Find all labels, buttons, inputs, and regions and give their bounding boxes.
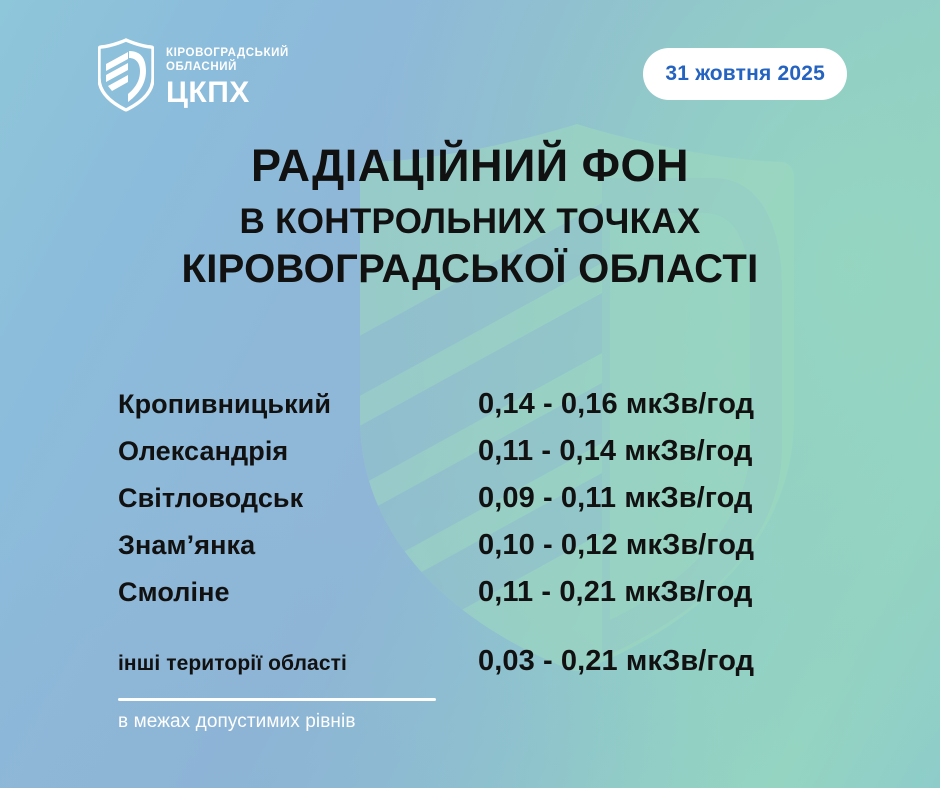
measurement-place: Кропивницький <box>118 389 332 419</box>
title-line-1: РАДІАЦІЙНИЙ ФОН <box>250 140 690 191</box>
measurement-value: 0,10 - 0,12 мкЗв/год <box>478 529 755 561</box>
logo-wordmark: КІРОВОГРАДСЬКИЙ ОБЛАСНИЙ ЦКПХ <box>166 38 289 108</box>
measurement-value-other: 0,03 - 0,21 мкЗв/год <box>478 645 755 677</box>
measurement-row: Кропивницький 0,14 - 0,16 мкЗв/год <box>118 388 878 435</box>
date-badge-label: 31 жовтня 2025 <box>665 62 825 85</box>
measurement-place-other: інші території області <box>118 652 347 675</box>
shield-logo-icon <box>98 38 154 112</box>
logo-subtitle: КІРОВОГРАДСЬКИЙ ОБЛАСНИЙ <box>166 47 289 74</box>
measurement-value: 0,14 - 0,16 мкЗв/год <box>478 388 755 420</box>
date-badge: 31 жовтня 2025 <box>643 48 847 100</box>
footnote: в межах допустимих рівнів <box>118 698 448 733</box>
measurement-place: Світловодськ <box>118 483 304 513</box>
measurement-place: Смоліне <box>118 577 230 607</box>
page-title: РАДІАЦІЙНИЙ ФОН В КОНТРОЛЬНИХ ТОЧКАХ КІР… <box>0 140 940 292</box>
title-line-3: КІРОВОГРАДСЬКОЇ ОБЛАСТІ <box>181 247 759 292</box>
measurement-value: 0,11 - 0,21 мкЗв/год <box>478 576 753 608</box>
measurement-row: Світловодськ 0,09 - 0,11 мкЗв/год <box>118 482 878 529</box>
measurement-row: Олександрія 0,11 - 0,14 мкЗв/год <box>118 435 878 482</box>
title-line-2: В КОНТРОЛЬНИХ ТОЧКАХ <box>239 201 701 241</box>
measurement-place: Олександрія <box>118 436 289 466</box>
measurement-row: Знам’янка 0,10 - 0,12 мкЗв/год <box>118 529 878 576</box>
logo-title: ЦКПХ <box>166 76 250 110</box>
measurements-list: Кропивницький 0,14 - 0,16 мкЗв/год Олекс… <box>118 388 878 678</box>
measurement-value: 0,11 - 0,14 мкЗв/год <box>478 435 753 467</box>
measurement-row: Смоліне 0,11 - 0,21 мкЗв/год <box>118 576 878 623</box>
measurement-value: 0,09 - 0,11 мкЗв/год <box>478 482 753 514</box>
measurement-row-other: інші території області 0,03 - 0,21 мкЗв/… <box>118 645 878 678</box>
footnote-caption: в межах допустимих рівнів <box>118 711 356 732</box>
footnote-divider <box>118 698 436 701</box>
organization-logo: КІРОВОГРАДСЬКИЙ ОБЛАСНИЙ ЦКПХ <box>98 38 289 112</box>
measurement-place: Знам’янка <box>118 530 256 560</box>
